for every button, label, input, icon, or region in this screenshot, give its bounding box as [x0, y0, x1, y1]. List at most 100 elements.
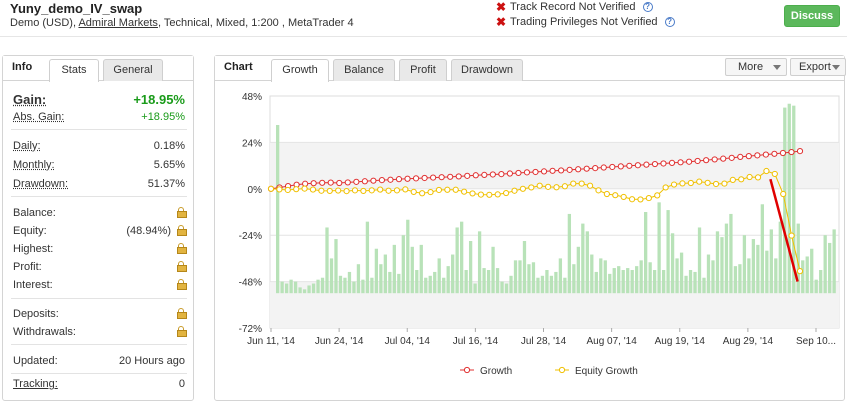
growth-point: [412, 175, 420, 182]
help-icon[interactable]: ?: [642, 2, 653, 12]
help-icon[interactable]: ?: [664, 17, 675, 27]
equity-point: [687, 179, 694, 187]
bar: [428, 275, 432, 294]
equity-point: [343, 188, 350, 195]
growth-point: [660, 160, 667, 167]
growth-point: [779, 149, 787, 157]
equity-point: [452, 186, 459, 193]
interest-label: Interest:: [13, 279, 53, 291]
growth-point: [694, 157, 701, 165]
equity-point: [419, 190, 426, 197]
bar: [720, 237, 724, 294]
export-label: Export: [799, 61, 831, 73]
equity-point: [696, 178, 703, 185]
bar: [639, 260, 643, 294]
bar: [311, 283, 316, 294]
bar: [446, 266, 450, 294]
bar: [778, 221, 782, 294]
equity-point: [738, 176, 745, 183]
x-tick-label: Aug 29, '14: [723, 336, 774, 347]
bar: [630, 270, 634, 294]
equity-point: [561, 183, 568, 190]
equity-point: [385, 187, 392, 194]
growth-point: [600, 164, 607, 171]
growth-point: [370, 177, 377, 184]
y-tick-label: 24%: [242, 138, 262, 149]
bar: [742, 235, 747, 294]
tracking-label[interactable]: Tracking:: [13, 378, 58, 390]
profit-label: Profit:: [13, 261, 42, 273]
bar: [374, 248, 379, 294]
equity-point: [612, 192, 619, 199]
bar: [729, 213, 733, 294]
bar: [320, 277, 325, 294]
bar: [765, 250, 769, 294]
equity-point: [503, 189, 510, 197]
x-tick-label: Jul 16, '14: [453, 336, 499, 347]
discuss-button[interactable]: Discuss: [784, 5, 840, 27]
bar: [383, 254, 387, 294]
equity-point: [771, 170, 778, 178]
equity-point: [519, 185, 527, 192]
equity-point: [536, 182, 543, 189]
growth-point: [353, 178, 360, 185]
equity-point: [763, 167, 770, 175]
highest-label: Highest:: [13, 243, 54, 255]
tab-growth[interactable]: Growth: [271, 59, 329, 82]
y-tick-label: -48%: [239, 278, 262, 289]
bar: [397, 273, 401, 294]
bar: [648, 262, 652, 294]
growth-point: [472, 172, 479, 179]
abs-gain-row: Abs. Gain: +18.95%: [13, 111, 185, 125]
equity-point: [326, 187, 333, 195]
equity-point: [284, 186, 291, 194]
abs-gain-label[interactable]: Abs. Gain:: [13, 111, 65, 123]
bar: [711, 260, 715, 294]
account-name: Yuny_demo_IV_swap: [10, 1, 143, 16]
growth-point: [788, 148, 795, 156]
equity-point: [528, 184, 535, 191]
chart-panel: Chart Growth Balance Profit Drawdown Mor…: [214, 55, 846, 401]
equity-point: [570, 180, 577, 187]
equity-point: [461, 188, 468, 195]
bar: [558, 258, 563, 294]
equity-point: [586, 182, 594, 189]
equity-point: [645, 194, 652, 202]
daily-label[interactable]: Daily:: [13, 140, 41, 152]
bar: [760, 204, 764, 294]
growth-point: [677, 159, 684, 166]
growth-point: [387, 176, 394, 183]
bar: [554, 271, 558, 294]
growth-point: [361, 178, 368, 185]
chart-legend[interactable]: Growth Equity Growth: [460, 366, 638, 377]
export-dropdown[interactable]: Export: [790, 58, 846, 76]
bar: [284, 283, 289, 294]
bar: [334, 239, 338, 294]
growth-point: [395, 176, 403, 183]
equity-point: [679, 180, 686, 187]
equity-point: [368, 187, 375, 194]
bar: [500, 281, 504, 294]
gain-label[interactable]: Gain:: [13, 92, 47, 107]
equity-point: [494, 191, 501, 198]
bar: [576, 246, 580, 294]
equity-point: [427, 188, 434, 196]
bar: [482, 268, 486, 294]
growth-point: [668, 159, 676, 166]
growth-point: [344, 179, 351, 186]
lock-icon: [177, 225, 187, 237]
broker-link[interactable]: Admiral Markets: [78, 17, 158, 29]
more-dropdown[interactable]: More: [725, 58, 787, 76]
lock-icon: [177, 207, 187, 219]
tab-drawdown[interactable]: Drawdown: [451, 59, 523, 81]
divider: [11, 344, 187, 345]
tab-profit[interactable]: Profit: [399, 59, 447, 81]
bar: [455, 227, 459, 294]
drawdown-label[interactable]: Drawdown:: [13, 178, 69, 190]
monthly-label[interactable]: Monthly:: [13, 159, 55, 171]
tab-general[interactable]: General: [103, 59, 163, 81]
bar: [751, 239, 756, 294]
bar: [419, 244, 423, 294]
tab-balance[interactable]: Balance: [333, 59, 395, 81]
tab-stats[interactable]: Stats: [49, 59, 99, 82]
